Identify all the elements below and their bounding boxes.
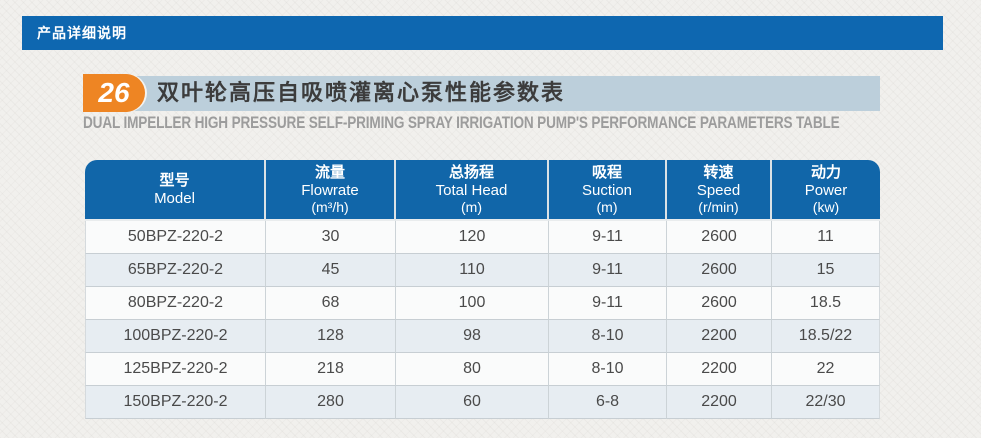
cell-speed: 2600	[667, 287, 772, 320]
col-header-unit: (m)	[596, 199, 618, 215]
cell-speed: 2600	[667, 254, 772, 287]
table-row: 80BPZ-220-2 68 100 9-11 2600 18.5	[85, 287, 880, 320]
cell-suction: 9-11	[549, 254, 667, 287]
table-row: 65BPZ-220-2 45 110 9-11 2600 15	[85, 254, 880, 287]
cell-flowrate: 218	[266, 353, 396, 386]
col-header-en: Suction	[581, 182, 633, 199]
cell-suction: 8-10	[549, 320, 667, 353]
table-title-cn: 双叶轮高压自吸喷灌离心泵性能参数表	[157, 80, 566, 105]
cell-speed: 2200	[667, 386, 772, 419]
col-header-cn: 总扬程	[448, 164, 494, 181]
cell-power: 22/30	[772, 386, 880, 419]
cell-flowrate: 128	[266, 320, 396, 353]
cell-power: 18.5/22	[772, 320, 880, 353]
cell-flowrate: 68	[266, 287, 396, 320]
cell-model: 100BPZ-220-2	[85, 320, 266, 353]
col-header-cn: 转速	[703, 164, 734, 181]
col-header-en: Speed	[696, 182, 741, 199]
section-header-title: 产品详细说明	[37, 25, 127, 41]
col-header-suction: 吸程 Suction (m)	[549, 160, 667, 221]
cell-total-head: 120	[396, 221, 549, 254]
cell-total-head: 60	[396, 386, 549, 419]
col-header-unit: (r/min)	[698, 199, 739, 215]
col-header-cn: 型号	[159, 172, 190, 189]
cell-suction: 6-8	[549, 386, 667, 419]
col-header-unit: (kw)	[812, 199, 840, 215]
table-row: 100BPZ-220-2 128 98 8-10 2200 18.5/22	[85, 320, 880, 353]
cell-total-head: 80	[396, 353, 549, 386]
table-title-en: DUAL IMPELLER HIGH PRESSURE SELF-PRIMING…	[83, 113, 840, 132]
index-badge: 26	[83, 74, 145, 112]
performance-parameters-table: 型号 Model 流量 Flowrate (m³/h) 总扬程 Total He…	[85, 160, 880, 419]
cell-flowrate: 45	[266, 254, 396, 287]
table-header-row: 型号 Model 流量 Flowrate (m³/h) 总扬程 Total He…	[85, 160, 880, 221]
col-header-en: Flowrate	[301, 182, 359, 199]
col-header-unit: (m³/h)	[311, 199, 349, 215]
cell-power: 15	[772, 254, 880, 287]
cell-suction: 9-11	[549, 221, 667, 254]
cell-flowrate: 280	[266, 386, 396, 419]
cell-model: 65BPZ-220-2	[85, 254, 266, 287]
col-header-flowrate: 流量 Flowrate (m³/h)	[266, 160, 396, 221]
cell-speed: 2600	[667, 221, 772, 254]
col-header-total-head: 总扬程 Total Head (m)	[396, 160, 549, 221]
index-badge-number: 26	[98, 77, 130, 108]
col-header-model: 型号 Model	[85, 160, 266, 221]
table-row: 50BPZ-220-2 30 120 9-11 2600 11	[85, 221, 880, 254]
cell-model: 150BPZ-220-2	[85, 386, 266, 419]
col-header-en: Model	[154, 190, 195, 207]
col-header-cn: 吸程	[591, 164, 622, 181]
title-band: 26 双叶轮高压自吸喷灌离心泵性能参数表	[83, 74, 880, 112]
col-header-cn: 流量	[314, 164, 345, 181]
cell-total-head: 110	[396, 254, 549, 287]
cell-speed: 2200	[667, 320, 772, 353]
cell-power: 22	[772, 353, 880, 386]
table-row: 150BPZ-220-2 280 60 6-8 2200 22/30	[85, 386, 880, 419]
cell-model: 80BPZ-220-2	[85, 287, 266, 320]
table-row: 125BPZ-220-2 218 80 8-10 2200 22	[85, 353, 880, 386]
col-header-power: 动力 Power (kw)	[772, 160, 880, 221]
cell-total-head: 98	[396, 320, 549, 353]
cell-power: 11	[772, 221, 880, 254]
cell-power: 18.5	[772, 287, 880, 320]
cell-flowrate: 30	[266, 221, 396, 254]
cell-model: 125BPZ-220-2	[85, 353, 266, 386]
cell-model: 50BPZ-220-2	[85, 221, 266, 254]
cell-suction: 8-10	[549, 353, 667, 386]
cell-speed: 2200	[667, 353, 772, 386]
section-header-bar: 产品详细说明	[22, 16, 943, 50]
col-header-en: Power	[804, 182, 848, 199]
col-header-unit: (m)	[461, 199, 482, 215]
col-header-cn: 动力	[810, 164, 841, 181]
col-header-en: Total Head	[435, 182, 508, 199]
cell-suction: 9-11	[549, 287, 667, 320]
col-header-speed: 转速 Speed (r/min)	[667, 160, 772, 221]
cell-total-head: 100	[396, 287, 549, 320]
